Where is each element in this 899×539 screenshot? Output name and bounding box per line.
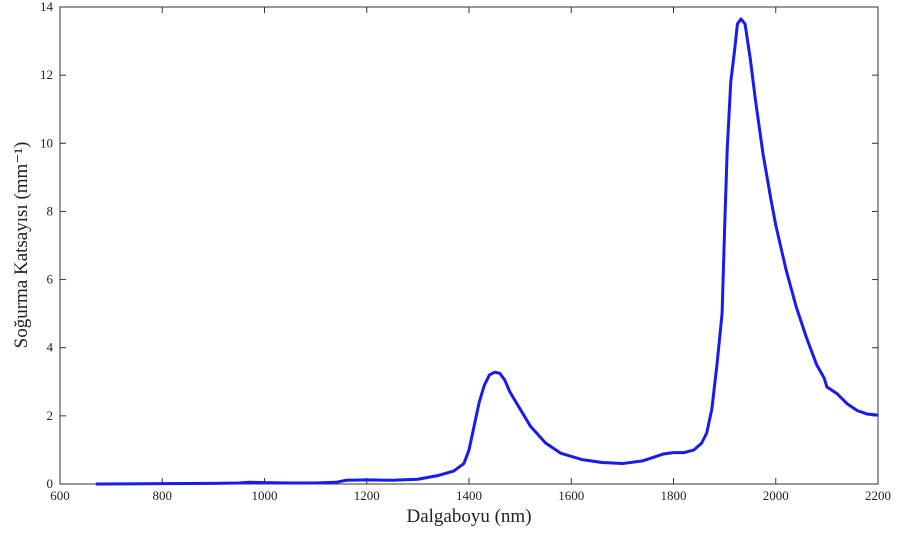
x-tick-label: 600 [50, 488, 70, 503]
y-tick-label: 0 [47, 476, 54, 491]
data-line [95, 17, 879, 486]
y-axis-label: Soğurma Katsayısı (mm⁻¹) [11, 142, 32, 349]
x-tick-label: 800 [153, 488, 173, 503]
y-tick-label: 6 [47, 272, 54, 287]
y-tick-label: 10 [40, 135, 53, 150]
y-tick-label: 8 [47, 203, 54, 218]
x-tick-label: 1000 [252, 488, 278, 503]
x-tick-label: 1400 [456, 488, 482, 503]
x-tick-label: 2000 [763, 488, 789, 503]
x-tick-label: 2200 [865, 488, 891, 503]
x-axis-label: Dalgaboyu (nm) [406, 506, 531, 527]
y-tick-label: 2 [47, 408, 54, 423]
y-tick-label: 12 [40, 67, 53, 82]
y-tick-label: 4 [47, 340, 54, 355]
x-tick-label: 1800 [661, 488, 687, 503]
y-tick-label: 14 [40, 0, 54, 14]
x-tick-label: 1200 [354, 488, 380, 503]
plot-frame [59, 6, 879, 485]
x-tick-label: 1600 [558, 488, 584, 503]
